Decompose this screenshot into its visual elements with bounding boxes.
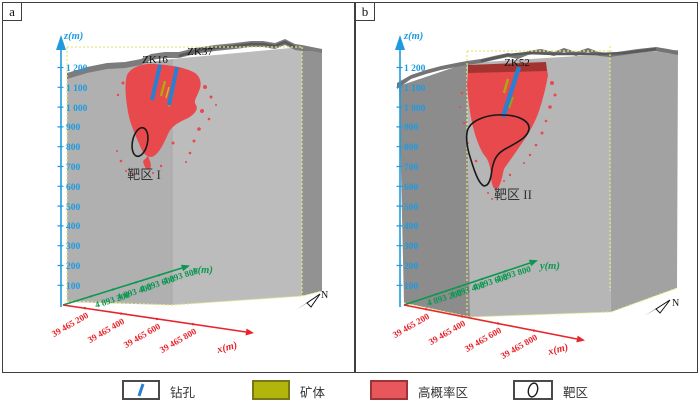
x-tick: 39 465 800 <box>158 326 199 355</box>
drillhole-label-zk37: ZK37 <box>187 46 213 58</box>
z-tick: 700 <box>66 163 81 173</box>
z-tick: 100 <box>404 282 419 292</box>
block-side-face <box>610 50 678 312</box>
legend-orebody-symbol <box>252 380 290 400</box>
z-tick: 1 200 <box>66 64 88 74</box>
z-tick: 1 200 <box>404 64 426 74</box>
bounding-box-dotted <box>403 46 678 318</box>
x-tick: 39 465 600 <box>122 321 163 350</box>
block-front-right-face <box>172 47 302 305</box>
z-tick: 300 <box>66 242 81 252</box>
z-tick: 800 <box>66 143 81 153</box>
z-tick: 200 <box>66 262 81 272</box>
x-tick: 39 465 600 <box>463 325 504 354</box>
high-probability-top-shadow <box>468 62 547 73</box>
high-probability-zone-a <box>116 63 217 177</box>
north-label-a: N <box>321 290 328 301</box>
z-tick: 300 <box>404 242 419 252</box>
drillhole-zk52 <box>500 66 522 118</box>
target-area-outline-a <box>131 126 149 158</box>
legend-high-probability-label: 高概率区 <box>418 386 469 400</box>
drillhole-label-zk16: ZK16 <box>142 54 168 66</box>
z-tick: 600 <box>66 183 81 193</box>
z-tick: 400 <box>66 222 81 232</box>
x-axis-a: x(m) 39 465 200 39 465 400 39 465 600 39… <box>50 304 254 356</box>
block-side-face <box>302 47 322 296</box>
z-tick: 1 100 <box>404 84 426 94</box>
z-tick: 900 <box>404 123 419 133</box>
x-axis-label: x(m) <box>546 342 570 358</box>
z-tick: 800 <box>404 143 419 153</box>
z-tick: 500 <box>404 203 419 213</box>
high-probability-speckles <box>116 81 217 177</box>
high-probability-zone-b <box>459 62 557 200</box>
north-arrow-b: N <box>644 298 679 316</box>
z-tick: 900 <box>66 123 81 133</box>
z-tick: 1 000 <box>66 104 88 114</box>
y-axis-arrowhead <box>181 264 190 272</box>
x-tick: 39 465 200 <box>391 311 432 340</box>
high-probability-tail <box>143 156 151 170</box>
x-tick: 39 465 400 <box>427 318 468 347</box>
x-axis-arrowhead <box>245 328 254 336</box>
x-tick: 39 465 200 <box>50 310 91 339</box>
z-tick: 500 <box>66 203 81 213</box>
drillhole-line-icon <box>137 383 145 397</box>
target-area-label-b: 靶区 II <box>494 187 532 202</box>
y-axis-arrowhead <box>528 259 538 267</box>
z-tick: 1 000 <box>404 104 426 114</box>
terrain-surface <box>397 47 678 89</box>
z-axis-label: z(m) <box>403 31 423 42</box>
z-axis-label: z(m) <box>63 31 83 42</box>
scene-a: ZK16 ZK37 靶区 I z(m) 1 200 1 100 1 000 90… <box>50 31 328 356</box>
panel-a-label: a <box>2 2 22 21</box>
z-tick: 600 <box>404 183 419 193</box>
z-axis-arrowhead <box>395 35 405 50</box>
north-label-b: N <box>672 298 679 309</box>
drillhole-zk16 <box>150 64 162 101</box>
z-axis-arrowhead <box>56 35 66 50</box>
panel-a: a <box>2 2 355 373</box>
x-tick: 39 465 400 <box>86 316 127 345</box>
north-arrow-a: N <box>296 290 328 310</box>
terrain-ridge-shadow <box>480 47 657 63</box>
z-tick: 700 <box>404 163 419 173</box>
target-area-label-a: 靶区 I <box>127 167 161 182</box>
drillhole-label-zk52: ZK52 <box>504 57 530 69</box>
target-area-outline-b <box>465 114 530 187</box>
legend-orebody-label: 矿体 <box>300 386 326 400</box>
legend-target-label: 靶区 <box>563 386 589 400</box>
block-left-shadow-face <box>399 63 470 317</box>
z-tick: 400 <box>404 222 419 232</box>
legend-high-probability-symbol <box>370 380 408 400</box>
bounding-box-dotted <box>66 46 323 306</box>
x-tick: 39 465 800 <box>499 332 540 361</box>
z-axis-a: z(m) 1 200 1 100 1 000 900 800 700 600 5… <box>56 31 88 307</box>
drillhole-zk37 <box>167 66 179 106</box>
legend-drillhole-symbol <box>122 380 160 400</box>
y-axis-label: y(m) <box>191 265 213 276</box>
panel-b-label: b <box>355 2 375 21</box>
legend-target-symbol <box>513 380 553 400</box>
z-tick: 1 100 <box>66 84 88 94</box>
terrain-ridge-shadow <box>178 40 296 58</box>
z-tick: 200 <box>404 262 419 272</box>
high-probability-blob <box>125 63 201 157</box>
legend-drillhole-label: 钻孔 <box>170 386 196 400</box>
scene-b: ZK52 靶区 II z(m) 1 200 1 100 1 000 900 80… <box>391 31 679 361</box>
legend: 钻孔 矿体 高概率区 靶区 <box>0 374 700 402</box>
high-probability-blob <box>467 65 548 190</box>
x-axis-label: x(m) <box>215 340 239 356</box>
y-axis-label: y(m) <box>538 261 560 272</box>
panel-b: b <box>355 2 698 373</box>
z-axis-b: z(m) 1 200 1 100 1 000 900 800 700 600 5… <box>395 31 426 307</box>
x-axis-arrowhead <box>576 335 585 343</box>
target-ellipse-icon <box>527 382 539 398</box>
drillholes-a <box>150 64 179 106</box>
high-probability-speckles <box>459 81 557 200</box>
z-tick: 100 <box>66 282 81 292</box>
